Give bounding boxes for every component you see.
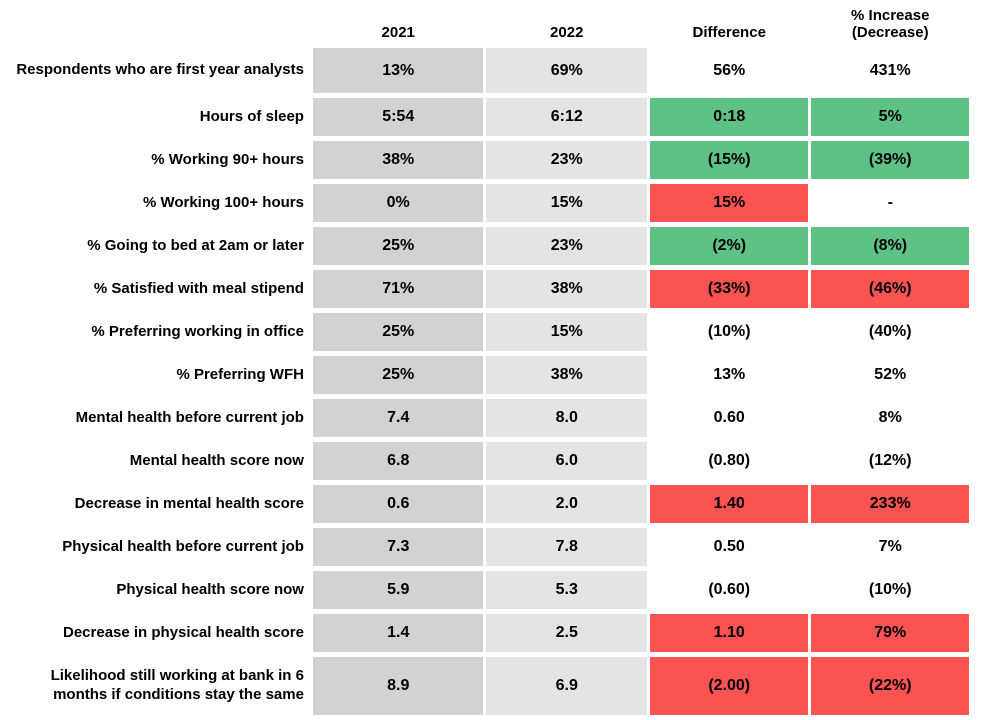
cell-pct-change-value: 52% [811,356,969,394]
cell-2022-value: 69% [486,48,647,93]
cell-2022-value: 23% [486,141,647,179]
header-2022: 2022 [486,7,647,43]
cell-pct-change-value: 79% [811,614,969,652]
row-label: % Going to bed at 2am or later [3,227,310,265]
table-body: Respondents who are first year analysts … [3,48,969,715]
cell-2022-value: 15% [486,184,647,222]
cell-2021-value: 0.6 [312,485,484,523]
cell-2021-value: 38% [312,141,484,179]
header-pct-increase-decrease: % Increase (Decrease) [811,7,969,43]
row-label: Likelihood still working at bank in 6 mo… [3,657,310,715]
cell-2021-value: 1.4 [312,614,484,652]
cell-difference-value: (0.60) [649,571,809,609]
cell-2021-value: 7.4 [312,399,484,437]
table-row: Mental health before current job 7.4 8.0… [3,399,969,437]
cell-difference-value: 1.10 [649,614,809,652]
table-row: Hours of sleep 5:54 6:12 0:18 5% [3,98,969,136]
header-row: 2021 2022 Difference % Increase (Decreas… [3,7,969,43]
table-row: % Working 100+ hours 0% 15% 15% - [3,184,969,222]
cell-2021-value: 25% [312,227,484,265]
table-row: % Satisfied with meal stipend 71% 38% (3… [3,270,969,308]
cell-pct-change-value: (46%) [811,270,969,308]
row-label: Decrease in physical health score [3,614,310,652]
cell-2021-value: 8.9 [312,657,484,715]
cell-2021-value: 13% [312,48,484,93]
cell-difference-value: (2%) [649,227,809,265]
header-difference: Difference [649,7,809,43]
table-row: Likelihood still working at bank in 6 mo… [3,657,969,715]
header-empty [3,7,310,43]
cell-2021-value: 6.8 [312,442,484,480]
table-row: Physical health before current job 7.3 7… [3,528,969,566]
cell-pct-change-value: 233% [811,485,969,523]
row-label: % Working 90+ hours [3,141,310,179]
cell-2022-value: 23% [486,227,647,265]
cell-2022-value: 15% [486,313,647,351]
table-row: Respondents who are first year analysts … [3,48,969,93]
table-row: Physical health score now 5.9 5.3 (0.60)… [3,571,969,609]
cell-difference-value: 15% [649,184,809,222]
table-row: % Working 90+ hours 38% 23% (15%) (39%) [3,141,969,179]
cell-difference-value: 0.60 [649,399,809,437]
cell-2021-value: 0% [312,184,484,222]
cell-2022-value: 7.8 [486,528,647,566]
cell-pct-change-value: 8% [811,399,969,437]
table-row: Mental health score now 6.8 6.0 (0.80) (… [3,442,969,480]
cell-pct-change-value: (40%) [811,313,969,351]
cell-2022-value: 38% [486,356,647,394]
cell-2021-value: 7.3 [312,528,484,566]
cell-2022-value: 8.0 [486,399,647,437]
cell-2021-value: 71% [312,270,484,308]
cell-2021-value: 5:54 [312,98,484,136]
row-label: Mental health score now [3,442,310,480]
header-2021: 2021 [312,7,484,43]
row-label: Decrease in mental health score [3,485,310,523]
cell-difference-value: (2.00) [649,657,809,715]
row-label: % Satisfied with meal stipend [3,270,310,308]
table-row: % Preferring WFH 25% 38% 13% 52% [3,356,969,394]
row-label: Physical health before current job [3,528,310,566]
row-label: % Preferring working in office [3,313,310,351]
cell-2021-value: 25% [312,313,484,351]
cell-pct-change-value: - [811,184,969,222]
cell-pct-change-value: 431% [811,48,969,93]
cell-pct-change-value: (39%) [811,141,969,179]
cell-2022-value: 2.5 [486,614,647,652]
table-header: 2021 2022 Difference % Increase (Decreas… [3,7,969,43]
cell-2021-value: 25% [312,356,484,394]
cell-difference-value: (10%) [649,313,809,351]
cell-difference-value: (15%) [649,141,809,179]
cell-pct-change-value: (8%) [811,227,969,265]
cell-2021-value: 5.9 [312,571,484,609]
table-row: % Preferring working in office 25% 15% (… [3,313,969,351]
cell-pct-change-value: (12%) [811,442,969,480]
cell-difference-value: 0:18 [649,98,809,136]
row-label: Physical health score now [3,571,310,609]
cell-difference-value: 0.50 [649,528,809,566]
cell-2022-value: 6.0 [486,442,647,480]
cell-2022-value: 6.9 [486,657,647,715]
table-row: Decrease in physical health score 1.4 2.… [3,614,969,652]
cell-pct-change-value: 7% [811,528,969,566]
cell-pct-change-value: 5% [811,98,969,136]
cell-2022-value: 38% [486,270,647,308]
cell-difference-value: (33%) [649,270,809,308]
row-label: Mental health before current job [3,399,310,437]
cell-difference-value: 1.40 [649,485,809,523]
table-row: Decrease in mental health score 0.6 2.0 … [3,485,969,523]
table-row: % Going to bed at 2am or later 25% 23% (… [3,227,969,265]
cell-2022-value: 6:12 [486,98,647,136]
cell-pct-change-value: (10%) [811,571,969,609]
row-label: % Preferring WFH [3,356,310,394]
cell-pct-change-value: (22%) [811,657,969,715]
cell-difference-value: (0.80) [649,442,809,480]
cell-difference-value: 13% [649,356,809,394]
cell-difference-value: 56% [649,48,809,93]
cell-2022-value: 2.0 [486,485,647,523]
cell-2022-value: 5.3 [486,571,647,609]
row-label: Respondents who are first year analysts [3,48,310,93]
row-label: % Working 100+ hours [3,184,310,222]
row-label: Hours of sleep [3,98,310,136]
